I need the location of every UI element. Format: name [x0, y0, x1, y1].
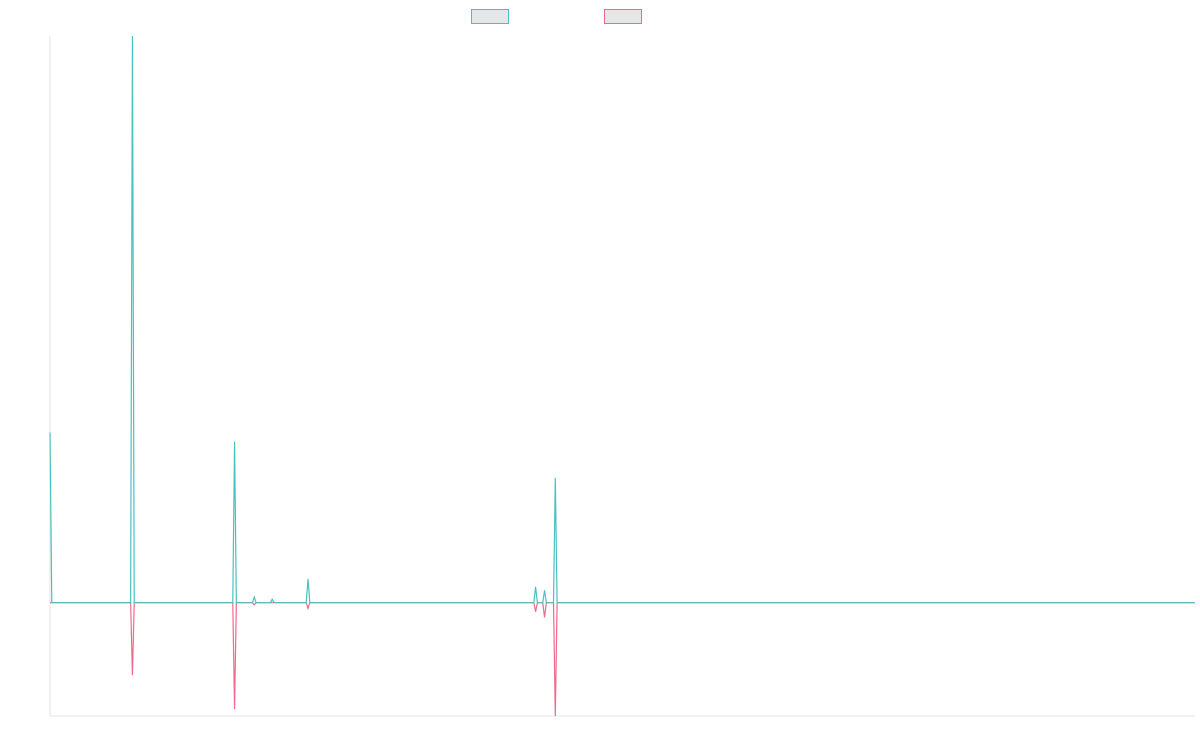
legend-swatch-series-1 — [471, 9, 509, 24]
legend-swatch-series-2 — [604, 9, 642, 24]
legend-item-series-1[interactable] — [471, 9, 515, 24]
legend-item-series-2[interactable] — [604, 9, 648, 24]
series-line-2 — [50, 602, 1195, 717]
series-line-1 — [49, 35, 1195, 604]
series-layer — [49, 35, 1195, 717]
chart-legend — [0, 9, 1200, 27]
